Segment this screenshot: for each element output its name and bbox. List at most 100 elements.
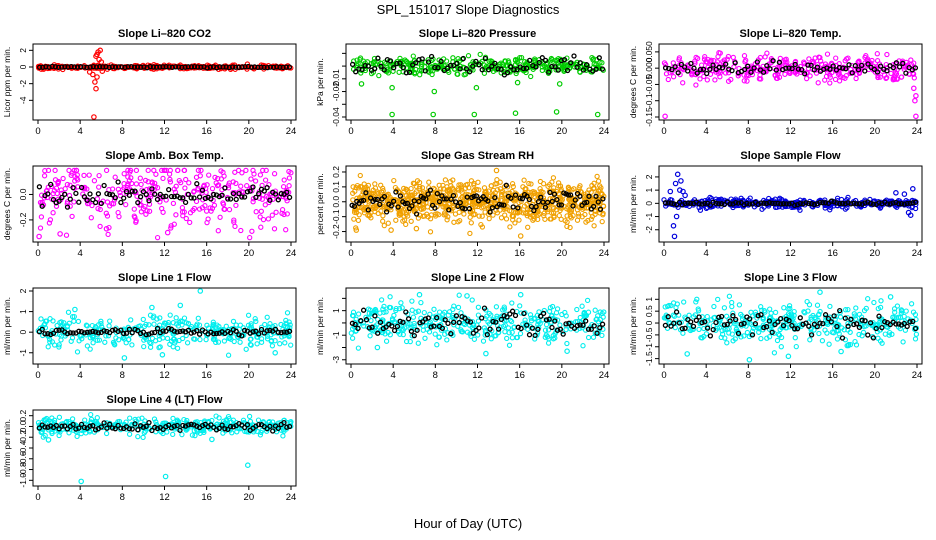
data-point [450, 205, 456, 211]
y-tick-label: -0.01 [331, 69, 341, 89]
data-point [173, 315, 179, 321]
x-tick-label: 8 [433, 126, 438, 137]
data-point [574, 217, 581, 223]
mean-point [177, 328, 183, 335]
outlier-point [483, 350, 489, 357]
data-point [145, 179, 151, 185]
mean-point [87, 64, 93, 70]
data-point [138, 181, 144, 188]
mean-point [540, 310, 547, 317]
mean-point [834, 200, 840, 206]
data-point [568, 320, 574, 326]
mean-point [520, 65, 527, 72]
mean-point [52, 64, 59, 70]
x-tick-label: 12 [785, 248, 796, 259]
mean-point [174, 329, 180, 335]
mean-point [163, 328, 169, 334]
mean-point [123, 330, 130, 336]
data-point [509, 329, 515, 335]
data-point [468, 178, 475, 184]
mean-point [362, 62, 368, 69]
mean-point [572, 197, 578, 203]
data-point [112, 174, 118, 180]
mean-point [593, 66, 599, 72]
mean-point [591, 323, 597, 329]
data-point [550, 175, 557, 181]
mean-point [808, 62, 814, 69]
data-point [283, 227, 289, 233]
mean-point [267, 197, 273, 203]
outlier-point [86, 69, 93, 75]
data-point [717, 324, 723, 330]
data-point [564, 340, 570, 347]
mean-point [372, 313, 378, 319]
data-point [368, 60, 375, 67]
mean-point [222, 185, 228, 191]
mean-point [593, 193, 599, 199]
data-point [88, 215, 94, 221]
data-point [670, 300, 677, 306]
data-point [893, 71, 900, 77]
data-point [237, 339, 243, 345]
data-point [410, 180, 417, 186]
data-point [269, 343, 276, 349]
mean-point [800, 201, 806, 207]
mean-point [519, 196, 526, 202]
data-point [762, 54, 768, 60]
data-point [286, 175, 293, 181]
data-point [359, 184, 365, 190]
mean-point [560, 331, 566, 337]
data-point [540, 181, 547, 187]
mean-point [896, 201, 902, 207]
mean-point [487, 326, 493, 332]
data-point [583, 205, 590, 211]
mean-point [870, 201, 877, 207]
mean-point [882, 319, 888, 325]
x-tick-label: 0 [661, 370, 666, 381]
data-point [558, 186, 564, 192]
data-point [595, 313, 601, 319]
data-point [553, 57, 559, 63]
data-point [103, 167, 110, 174]
data-point [537, 186, 543, 192]
mean-point [535, 326, 541, 332]
mean-point [831, 313, 837, 319]
data-point [458, 184, 464, 190]
data-point [377, 310, 383, 316]
data-points [36, 167, 294, 241]
mean-point [676, 320, 683, 326]
x-tick-label: 20 [870, 370, 881, 381]
mean-point [856, 324, 863, 331]
mean-point [507, 311, 513, 317]
data-point [527, 312, 534, 318]
mean-point [817, 320, 823, 326]
mean-point [571, 53, 577, 59]
data-point [827, 74, 833, 80]
mean-point [518, 325, 524, 332]
data-point [813, 316, 819, 322]
mean-point [504, 70, 511, 76]
data-point [262, 202, 268, 208]
mean-point [118, 199, 124, 206]
data-point [556, 212, 562, 219]
mean-point [358, 198, 365, 204]
data-point [142, 203, 148, 210]
data-point [423, 319, 429, 325]
panel-title: Slope Li–820 CO2 [118, 28, 211, 40]
mean-point [125, 64, 131, 70]
panel-title: Slope Gas Stream RH [421, 150, 534, 162]
mean-point [871, 66, 877, 72]
outlier-point [682, 192, 688, 199]
data-point [220, 201, 227, 207]
data-point [461, 211, 467, 217]
mean-point [168, 193, 175, 200]
data-point [146, 322, 152, 328]
mean-point [873, 325, 879, 332]
data-point [181, 416, 187, 423]
mean-point [391, 327, 398, 334]
y-tick-label: 0.2 [331, 166, 341, 178]
mean-point [258, 326, 265, 333]
mean-point [423, 196, 429, 202]
